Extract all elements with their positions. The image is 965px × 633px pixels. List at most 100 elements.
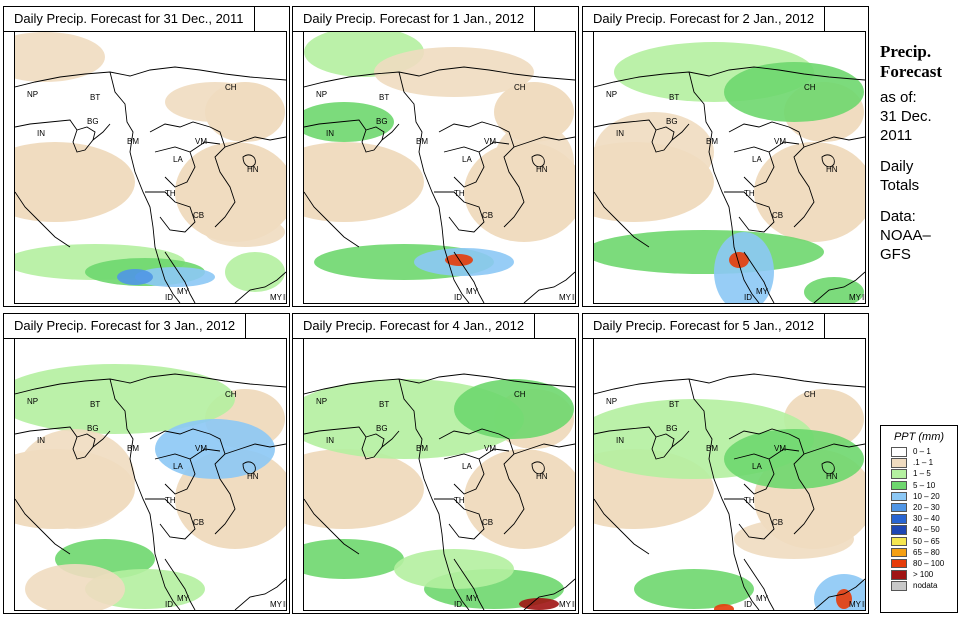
country-label: LA <box>462 155 472 164</box>
legend-title: PPT (mm) <box>893 431 945 443</box>
legend-label: nodata <box>913 581 938 591</box>
precip-patch <box>175 142 286 242</box>
legend-label: 0 – 1 <box>913 447 931 456</box>
country-label: ID <box>862 293 865 302</box>
precip-blob <box>135 267 215 287</box>
country-label: HN <box>826 472 838 481</box>
country-label: NP <box>316 397 327 406</box>
legend-swatch <box>891 570 907 580</box>
country-label: VM <box>774 137 786 146</box>
legend-swatch <box>891 581 907 591</box>
legend-swatch <box>891 558 907 569</box>
precip-blob <box>594 112 714 192</box>
country-label: MY <box>756 594 769 603</box>
legend-label: > 100 <box>913 570 934 580</box>
country-label: MY <box>466 594 479 603</box>
country-label: BM <box>416 444 428 453</box>
country-label: CB <box>482 211 493 220</box>
country-label: IN <box>326 436 334 445</box>
country-label: BG <box>87 424 99 433</box>
country-label: IN <box>37 436 45 445</box>
legend-item: 65 – 80 <box>881 547 957 558</box>
panel-title: Daily Precip. Forecast for 5 Jan., 2012 <box>583 314 826 339</box>
precip-blob <box>714 232 774 303</box>
country-label: MY <box>270 600 283 609</box>
precip-blob <box>15 429 135 529</box>
country-label: CH <box>804 390 816 399</box>
legend-item: 40 – 50 <box>881 524 957 535</box>
country-label: HN <box>247 472 259 481</box>
precip-field <box>304 32 575 280</box>
country-label: CH <box>514 83 526 92</box>
country-label: NP <box>316 90 327 99</box>
precip-blob <box>724 62 864 122</box>
legend-swatch <box>891 514 907 524</box>
side-info: Precip. Forecast as of: 31 Dec. 2011 Dai… <box>880 42 960 264</box>
legend-label: .1 – 1 <box>913 458 934 468</box>
legend-swatch <box>891 491 907 502</box>
country-label: BT <box>669 93 679 102</box>
country-label: VM <box>484 137 496 146</box>
data-line3: GFS <box>880 246 911 263</box>
precip-blob <box>15 364 235 434</box>
forecast-panel-2: Daily Precip. Forecast for 1 Jan., 2012 … <box>292 6 579 307</box>
country-label: CH <box>225 390 237 399</box>
legend-swatch <box>891 525 907 535</box>
country-borders <box>304 66 575 303</box>
country-label: ID <box>744 293 752 302</box>
country-label: TH <box>744 496 755 505</box>
country-label: TH <box>744 189 755 198</box>
precip-blob <box>15 32 105 82</box>
country-label: TH <box>165 496 176 505</box>
country-borders <box>15 373 286 610</box>
forecast-panel-5: Daily Precip. Forecast for 4 Jan., 2012 … <box>292 313 579 614</box>
country-label: ID <box>572 293 575 302</box>
country-label: CB <box>772 518 783 527</box>
country-label: ID <box>283 600 286 609</box>
data-line2: NOAA– <box>880 227 931 244</box>
country-label: MY <box>270 293 283 302</box>
country-label: MY <box>177 287 190 296</box>
country-label: ID <box>454 600 462 609</box>
country-label: MY <box>756 287 769 296</box>
legend-swatch <box>891 469 907 479</box>
precip-blob <box>374 47 534 97</box>
country-label: LA <box>173 155 183 164</box>
legend-item: 50 – 65 <box>881 536 957 547</box>
legend-item: nodata <box>881 580 957 591</box>
precip-patch <box>304 142 424 222</box>
precip-blob <box>205 217 285 247</box>
precip-field <box>594 389 865 610</box>
country-label: BG <box>87 117 99 126</box>
panel-title: Daily Precip. Forecast for 2 Jan., 2012 <box>583 7 826 32</box>
country-borders <box>15 66 286 303</box>
legend-item: 5 – 10 <box>881 480 957 491</box>
country-label: BG <box>376 117 388 126</box>
data-line1: Data: <box>880 208 916 225</box>
legend-label: 20 – 30 <box>913 502 940 512</box>
country-label: IN <box>37 129 45 138</box>
legend-swatch <box>891 547 907 558</box>
precip-blob <box>304 102 394 142</box>
precip-patch <box>304 449 424 529</box>
precip-patch <box>754 142 865 242</box>
country-label: BM <box>706 444 718 453</box>
country-label: ID <box>165 293 173 302</box>
heading-line1: Precip. <box>880 42 932 61</box>
legend-swatch <box>891 458 907 468</box>
country-label: LA <box>752 155 762 164</box>
asof-label: as of: <box>880 89 917 106</box>
legend-item: 10 – 20 <box>881 491 957 502</box>
precip-blob <box>225 252 285 292</box>
precip-blob <box>734 519 854 559</box>
country-label: CB <box>193 518 204 527</box>
country-label: BT <box>90 93 100 102</box>
daily-line2: Totals <box>880 177 920 194</box>
country-label: BM <box>127 137 139 146</box>
forecast-panel-3: Daily Precip. Forecast for 2 Jan., 2012 … <box>582 6 869 307</box>
forecast-panel-1: Daily Precip. Forecast for 31 Dec., 2011… <box>3 6 290 307</box>
